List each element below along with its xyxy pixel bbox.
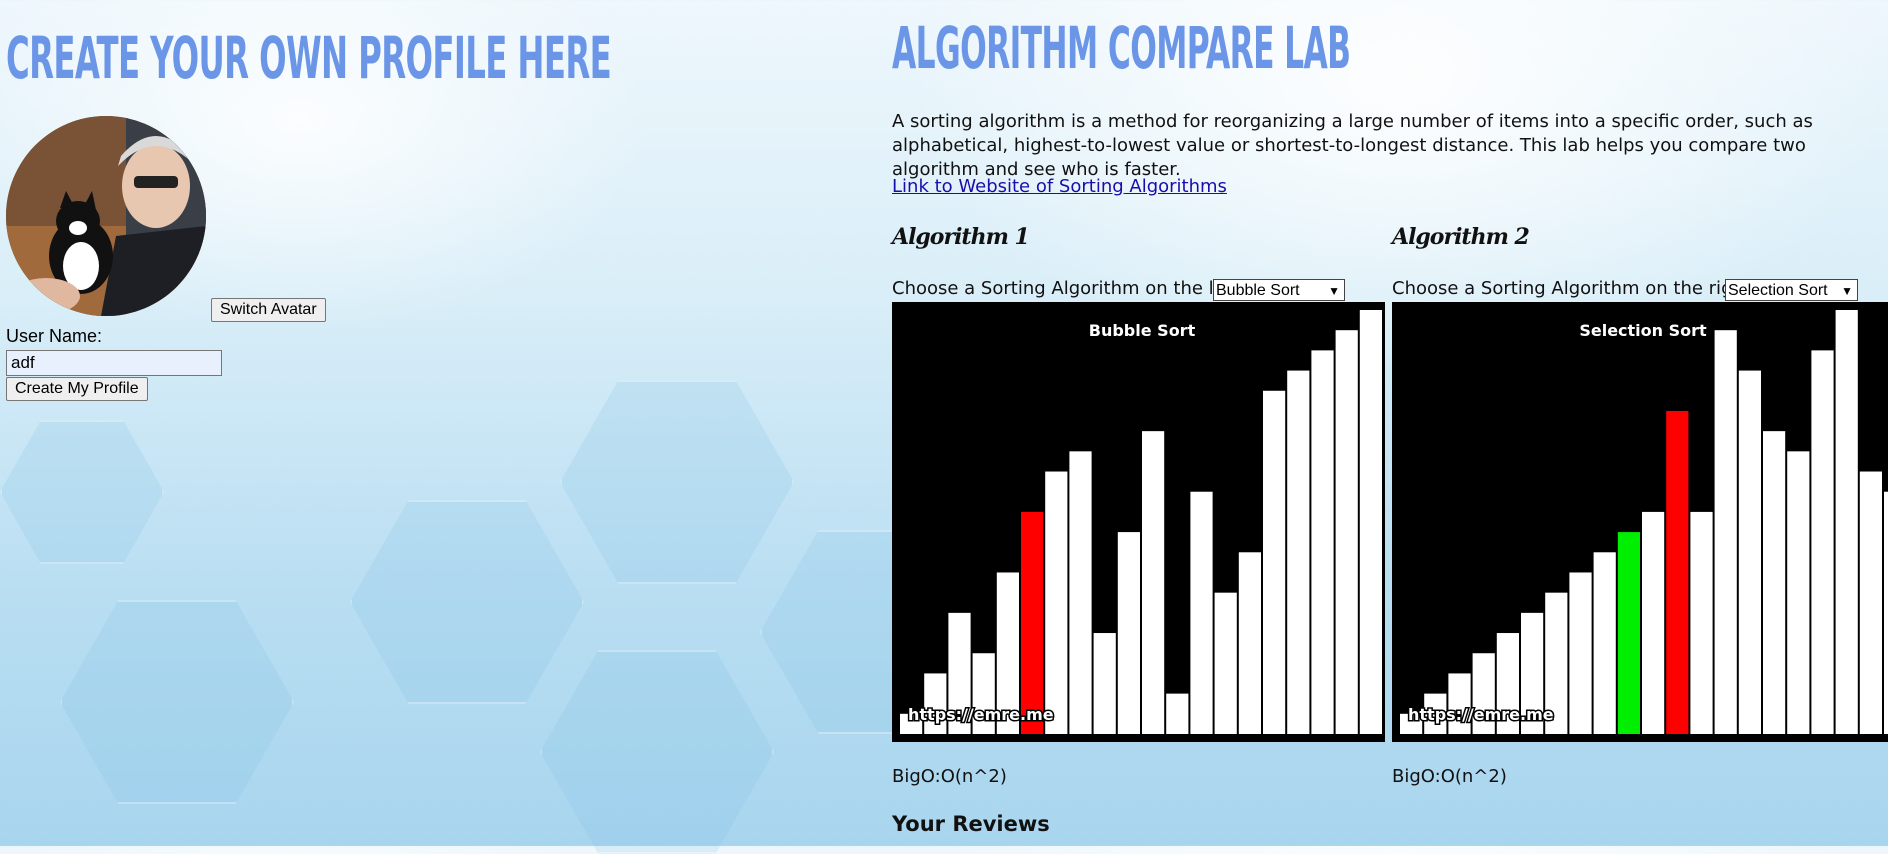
- algorithm-2-bar: [1714, 330, 1737, 734]
- algorithm-1-select[interactable]: Bubble Sort ▼: [1213, 279, 1345, 301]
- background-hexagon: [560, 380, 794, 584]
- user-name-input[interactable]: [6, 350, 222, 376]
- algorithm-1-heading: Algorithm 1: [892, 224, 1030, 250]
- algorithm-1-bar: [1359, 310, 1382, 734]
- algorithm-2-bar: [1400, 713, 1423, 734]
- switch-avatar-button[interactable]: Switch Avatar: [211, 298, 326, 322]
- algorithm-1-bar: [1263, 390, 1286, 734]
- algorithm-1-bar: [1287, 370, 1310, 734]
- algorithm-2-select[interactable]: Selection Sort ▼: [1725, 279, 1858, 301]
- background-hexagon: [350, 500, 584, 704]
- algorithm-2-bar: [1496, 633, 1519, 734]
- algorithm-1-bar: [1335, 330, 1358, 734]
- user-name-label: User Name:: [6, 326, 103, 346]
- algorithm-2-bar: [1738, 370, 1761, 734]
- algorithm-1-choose-label: Choose a Sorting Algorithm on the left:: [892, 278, 1244, 299]
- algorithm-1-bar: [1142, 431, 1165, 734]
- algorithm-2-visualizer: Selection Sort https://emre.me: [1392, 302, 1888, 742]
- algorithm-1-bar: [1166, 693, 1189, 734]
- algorithm-2-bar: [1835, 310, 1858, 734]
- algorithm-2-bar: [1763, 431, 1786, 734]
- algorithm-1-visualizer: Bubble Sort https://emre.me: [892, 302, 1385, 742]
- algorithm-1-bar: [1190, 491, 1213, 734]
- algorithm-1-bar: [972, 653, 995, 734]
- algorithm-2-selected-value: Selection Sort: [1728, 282, 1828, 299]
- algorithm-1-bar: [1093, 633, 1116, 734]
- algorithm-1-bar: [900, 713, 923, 734]
- profile-title: Create your own profile here: [6, 24, 612, 92]
- avatar: [6, 116, 206, 316]
- algorithm-1-canvas-title: Bubble Sort: [1089, 321, 1196, 340]
- algorithm-1-bar: [996, 572, 1019, 734]
- algorithm-2-bar: [1472, 653, 1495, 734]
- algorithm-2-bar: [1569, 572, 1592, 734]
- algorithm-1-bar: [1311, 350, 1334, 734]
- algorithm-2-bar: [1811, 350, 1834, 734]
- algorithm-2-heading: Algorithm 2: [1392, 224, 1530, 250]
- algorithm-2-bar: [1424, 693, 1447, 734]
- algorithm-2-bar: [1859, 471, 1882, 734]
- algorithm-2-bigo: BigO:O(n^2): [1392, 766, 1507, 787]
- algorithm-1-watermark: https://emre.me: [908, 705, 1054, 724]
- algorithm-2-bar-chart: Selection Sort https://emre.me: [1400, 310, 1888, 734]
- algorithm-2-bar: [1884, 491, 1888, 734]
- algorithm-1-selected-value: Bubble Sort: [1216, 282, 1300, 299]
- algorithm-2-canvas-title: Selection Sort: [1579, 321, 1707, 340]
- sorting-algorithms-link[interactable]: Link to Website of Sorting Algorithms: [892, 176, 1227, 197]
- algorithm-2-bar: [1787, 451, 1810, 734]
- algorithm-1-bar: [924, 673, 947, 734]
- algorithm-1-bar-chart: Bubble Sort https://emre.me: [900, 310, 1382, 734]
- create-profile-button[interactable]: Create My Profile: [6, 377, 148, 401]
- algorithm-1-bar: [1045, 471, 1068, 734]
- algorithm-2-bar: [1642, 511, 1665, 734]
- algorithm-1-bigo: BigO:O(n^2): [892, 766, 1007, 787]
- algorithm-1-bar: [948, 612, 971, 734]
- algorithm-2-bar: [1666, 410, 1689, 734]
- lab-title: Algorithm Compare Lab: [892, 14, 1351, 82]
- algorithm-2-bar: [1521, 612, 1544, 734]
- background-hexagon: [60, 600, 294, 804]
- algorithm-2-bar: [1593, 552, 1616, 734]
- algorithm-2-bar: [1545, 592, 1568, 734]
- chevron-down-icon: ▼: [1841, 284, 1853, 298]
- avatar-image: [6, 116, 206, 316]
- algorithm-1-bar: [1021, 511, 1044, 734]
- algorithm-1-bar: [1238, 552, 1261, 734]
- algorithm-2-watermark: https://emre.me: [1408, 705, 1554, 724]
- algorithm-1-bar: [1117, 532, 1140, 734]
- background-hexagon: [540, 650, 774, 854]
- chevron-down-icon: ▼: [1328, 284, 1340, 298]
- algorithm-2-bar: [1690, 511, 1713, 734]
- algorithm-1-bar: [1214, 592, 1237, 734]
- background-hexagon: [0, 420, 164, 564]
- algorithm-2-bar: [1448, 673, 1471, 734]
- algorithm-2-bar: [1617, 532, 1640, 734]
- algorithm-2-choose-label: Choose a Sorting Algorithm on the right:: [1392, 278, 1758, 299]
- algorithm-1-bar: [1069, 451, 1092, 734]
- reviews-heading: Your Reviews: [892, 812, 1050, 836]
- lab-description: A sorting algorithm is a method for reor…: [892, 111, 1813, 180]
